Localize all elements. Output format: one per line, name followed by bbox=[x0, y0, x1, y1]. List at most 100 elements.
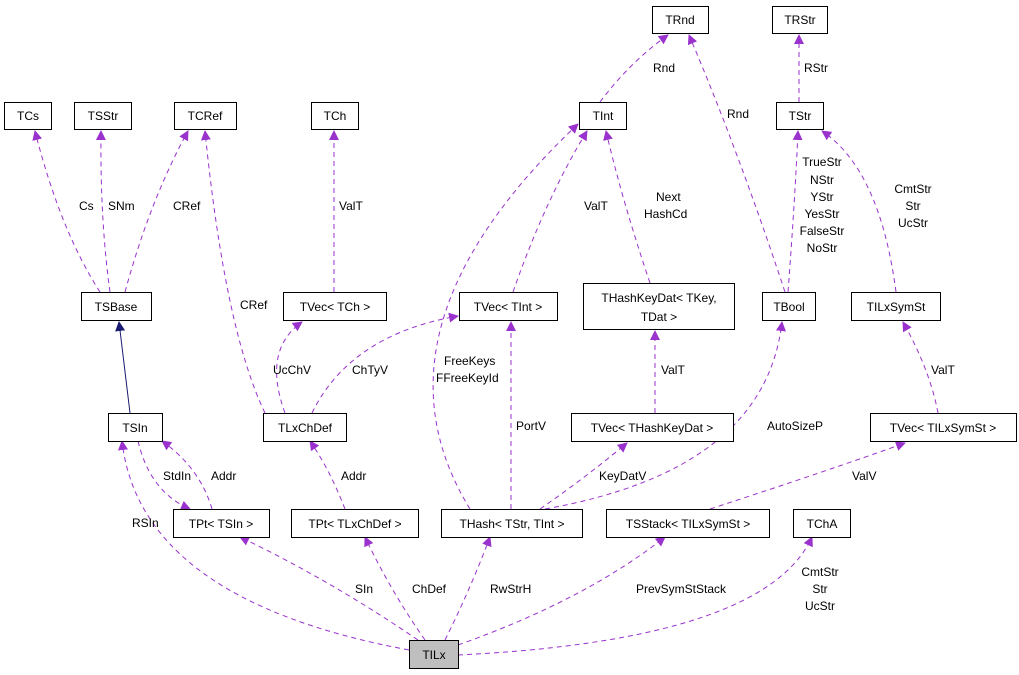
svg-text:TILx: TILx bbox=[422, 648, 445, 662]
node-tvec-tilxsymst[interactable]: TVec< TILxSymSt > bbox=[870, 413, 1017, 442]
edge-label: KeyDatV bbox=[599, 469, 646, 483]
edge-label: SNm bbox=[108, 199, 135, 213]
edge-tint-trnd bbox=[599, 34, 669, 103]
edge-label: Str bbox=[905, 199, 920, 213]
edge-label: AutoSizeP bbox=[767, 419, 823, 433]
node-tsbase[interactable]: TSBase bbox=[81, 292, 152, 321]
node-tcs[interactable]: TCs bbox=[4, 102, 52, 130]
node-tsstr[interactable]: TSStr bbox=[74, 102, 132, 130]
node-tbool[interactable]: TBool bbox=[762, 292, 816, 321]
svg-text:TSIn: TSIn bbox=[122, 421, 147, 435]
edge-label: UcChV bbox=[273, 363, 311, 377]
edge-label: NStr bbox=[810, 173, 834, 187]
svg-text:TCRef: TCRef bbox=[188, 109, 223, 123]
edge-label: ValT bbox=[931, 363, 955, 377]
svg-text:TVec< TInt >: TVec< TInt > bbox=[474, 300, 542, 314]
svg-text:TVec< TILxSymSt >: TVec< TILxSymSt > bbox=[890, 421, 997, 435]
node-tlxchdef[interactable]: TLxChDef bbox=[263, 413, 347, 442]
svg-text:TRnd: TRnd bbox=[665, 13, 694, 27]
edge-tlxchdef-tvectint bbox=[311, 312, 459, 414]
node-trstr[interactable]: TRStr bbox=[772, 6, 828, 34]
node-tint[interactable]: TInt bbox=[579, 102, 627, 130]
edge-label: ValT bbox=[584, 199, 608, 213]
edge-tilx-tcha bbox=[457, 536, 813, 656]
edge-tsstack-tvecsymst bbox=[709, 441, 906, 510]
node-tsstack[interactable]: TSStack< TILxSymSt > bbox=[606, 509, 770, 538]
svg-text:TChA: TChA bbox=[807, 517, 838, 531]
edge-label: UcStr bbox=[898, 216, 928, 230]
node-thash[interactable]: THash< TStr, TInt > bbox=[441, 509, 583, 538]
node-tilx[interactable]: TILx bbox=[409, 640, 459, 669]
edge-label: YesStr bbox=[805, 207, 840, 221]
node-tch[interactable]: TCh bbox=[311, 102, 359, 130]
svg-text:TStr: TStr bbox=[789, 109, 812, 123]
edge-tlxchdef-tcref bbox=[200, 130, 266, 414]
node-tvec-tint[interactable]: TVec< TInt > bbox=[459, 292, 558, 321]
edge-label: FreeKeys bbox=[444, 354, 495, 368]
node-tsin[interactable]: TSIn bbox=[108, 413, 163, 442]
edge-label: NoStr bbox=[807, 241, 838, 255]
edge-label: Rnd bbox=[653, 61, 675, 75]
edge-label: ValV bbox=[852, 469, 876, 483]
node-tcref[interactable]: TCRef bbox=[174, 102, 237, 130]
edge-label: Next bbox=[656, 190, 681, 204]
edge-tvectint-tint bbox=[512, 130, 588, 293]
node-tstr[interactable]: TStr bbox=[776, 102, 824, 130]
edge-label: RSIn bbox=[132, 516, 159, 530]
edge-tilx-tpttsin bbox=[239, 536, 419, 641]
edge-tpttsin-tsin bbox=[161, 440, 213, 510]
edge-label: ValT bbox=[661, 363, 685, 377]
edge-label: PrevSymStStack bbox=[636, 582, 727, 596]
edge-tbool-tstr bbox=[787, 130, 803, 293]
node-tvec-tch[interactable]: TVec< TCh > bbox=[283, 292, 387, 321]
svg-text:TVec< TCh >: TVec< TCh > bbox=[300, 300, 370, 314]
edge-label: HashCd bbox=[644, 207, 687, 221]
node-tvec-thashkeydat[interactable]: TVec< THashKeyDat > bbox=[571, 413, 734, 442]
edge-tsbase-tcref bbox=[124, 130, 189, 293]
edge-tilx-thash bbox=[444, 536, 492, 641]
svg-text:TILxSymSt: TILxSymSt bbox=[867, 300, 926, 314]
edge-tbool-trnd bbox=[687, 34, 786, 293]
svg-text:TCs: TCs bbox=[17, 109, 39, 123]
node-tcha[interactable]: TChA bbox=[793, 509, 851, 538]
svg-text:TPt< TLxChDef >: TPt< TLxChDef > bbox=[308, 517, 401, 531]
node-trnd[interactable]: TRnd bbox=[652, 6, 709, 34]
edge-tilx-tptlxchdef bbox=[364, 536, 426, 641]
edge-labels: Cs SNm CRef CRef ValT UcChV ChTyV ValT F… bbox=[79, 61, 955, 613]
edge-label: Str bbox=[812, 582, 827, 596]
edge-tlxchdef-tvectch bbox=[276, 321, 303, 414]
edge-tvecsymst-tilxsymst bbox=[902, 321, 939, 414]
edge-label: TrueStr bbox=[802, 155, 842, 169]
svg-text:TRStr: TRStr bbox=[784, 13, 815, 27]
edge-tsin-tpttsin bbox=[137, 440, 191, 511]
edge-label: PortV bbox=[516, 419, 546, 433]
edge-label: RStr bbox=[804, 61, 828, 75]
svg-text:TSStack< TILxSymSt >: TSStack< TILxSymSt > bbox=[626, 517, 751, 531]
edge-label: CmtStr bbox=[894, 182, 931, 196]
edge-tptlxchdef-tlxchdef bbox=[309, 440, 346, 510]
edge-label: SIn bbox=[355, 582, 373, 596]
node-tpt-tsin[interactable]: TPt< TSIn > bbox=[173, 509, 270, 538]
svg-text:TDat >: TDat > bbox=[641, 310, 677, 324]
svg-text:TSStr: TSStr bbox=[88, 109, 119, 123]
node-thashkeydat[interactable]: THashKeyDat< TKey, TDat > bbox=[583, 283, 735, 330]
edges bbox=[32, 34, 939, 656]
node-tilxsymst[interactable]: TILxSymSt bbox=[851, 292, 941, 321]
edge-label: StdIn bbox=[163, 469, 191, 483]
svg-text:TInt: TInt bbox=[593, 109, 614, 123]
edge-label: CRef bbox=[240, 298, 268, 312]
edge-tilx-tsstack bbox=[457, 536, 666, 646]
edge-thash-tbool bbox=[544, 321, 786, 510]
svg-text:TPt< TSIn >: TPt< TSIn > bbox=[189, 517, 253, 531]
edge-label: Addr bbox=[211, 469, 236, 483]
edge-label: CmtStr bbox=[801, 565, 838, 579]
edge-label: Addr bbox=[341, 469, 366, 483]
svg-text:TSBase: TSBase bbox=[95, 300, 138, 314]
edge-label: RwStrH bbox=[490, 582, 531, 596]
edge-tilxsymst-tstr bbox=[821, 130, 897, 293]
edge-thashkeydat-tint bbox=[603, 130, 651, 284]
node-tpt-tlxchdef[interactable]: TPt< TLxChDef > bbox=[291, 509, 419, 538]
svg-text:TCh: TCh bbox=[324, 109, 347, 123]
edge-thash-tint bbox=[432, 123, 579, 510]
